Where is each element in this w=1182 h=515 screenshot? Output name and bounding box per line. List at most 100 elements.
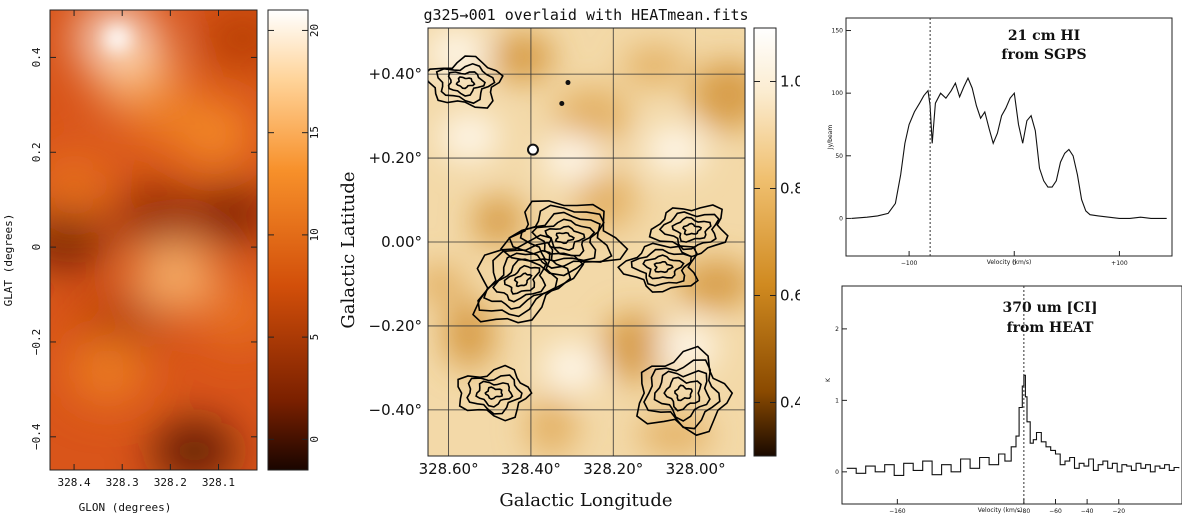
continuum-map-panel: 328.4 328.3 328.2 328.1 0.4 0.2 0 −0.2 −0.4 GLON… (2, 9, 320, 514)
y-tick-label: 0.4 (30, 47, 43, 67)
colorbar-tick-label: 10 (308, 228, 320, 241)
contour-line (513, 272, 533, 288)
colorbar-tick-label: 15 (308, 126, 320, 139)
contour-line (503, 264, 541, 295)
bright-region (50, 151, 115, 220)
spectrum-line (851, 76, 1167, 219)
contour-line (658, 211, 720, 251)
x-tick-label: 328.1 (202, 476, 235, 489)
emission-region (601, 311, 666, 382)
y-tick-label: +0.40° (369, 65, 422, 83)
emission-region (490, 32, 555, 83)
map-frame (49, 9, 258, 471)
y-tick-label: 1 (835, 397, 839, 404)
x-tick-label: 328.3 (106, 476, 139, 489)
contour-line (475, 380, 514, 408)
overlay-heatmap (428, 28, 745, 456)
dark-region (200, 10, 257, 69)
emission-region (678, 258, 745, 309)
contour-line (636, 345, 734, 437)
point-source (559, 101, 565, 107)
contour-line (499, 200, 629, 277)
x-tick-label: −60 (1049, 508, 1062, 515)
emission-region (637, 415, 714, 456)
contour-line (435, 62, 496, 105)
bright-region (120, 75, 201, 144)
x-tick-label: 328.60° (419, 460, 479, 478)
low-emission-region (439, 113, 500, 162)
ci-spectrum-panel: −160 −80 −60 −40 −20 0 1 2 370 um [CI] from HEA… (825, 285, 1182, 515)
colorbar-tick-label: 0.80 (780, 180, 800, 198)
dark-region (190, 183, 257, 244)
y-tick-label: −0.2 (30, 329, 43, 356)
continuum-heatmap (50, 10, 257, 470)
y-tick-label: 0 (835, 469, 839, 476)
overlay-map-title: g325→001 overlaid with HEATmean.fits (423, 6, 748, 24)
contour-line (428, 55, 504, 109)
ci-title-line1: 370 um [CI] (1003, 300, 1098, 316)
y-tick-label: 150 (832, 28, 844, 35)
contour-line (484, 386, 504, 400)
contour-line (630, 248, 693, 287)
colorbar-tick-label: 0.60 (780, 287, 800, 305)
x-tick-label: −20 (1112, 508, 1125, 515)
dark-region (50, 207, 107, 268)
low-emission-region (645, 125, 706, 174)
colorbar-tick-label: 5 (308, 334, 320, 341)
emission-region (471, 196, 524, 247)
point-source (565, 80, 571, 86)
ci-x-axis-label: Velocity (km/s) (978, 507, 1023, 514)
x-tick-label: 328.20° (583, 460, 643, 478)
bright-region (135, 241, 216, 310)
y-tick-label: 0.00° (381, 233, 422, 251)
bright-region (67, 336, 148, 405)
low-emission-region (428, 29, 487, 78)
y-tick-label: 100 (832, 90, 844, 97)
emission-region (428, 263, 467, 304)
x-tick-label: 328.00° (666, 460, 726, 478)
hi-y-axis-label: Jy/beam (827, 125, 834, 151)
dark-region (152, 421, 237, 470)
colorbar-tick-label: 0 (308, 436, 320, 443)
colorbar-tick-label: 20 (308, 24, 320, 37)
contour-line (674, 384, 693, 402)
y-axis-label: GLAT (degrees) (2, 214, 15, 307)
y-tick-label: 50 (835, 153, 843, 160)
x-axis-label: GLON (degrees) (79, 501, 172, 514)
x-tick-label: 328.2 (154, 476, 187, 489)
bright-region (197, 279, 257, 348)
low-emission-region (542, 343, 603, 392)
brightest-source (105, 26, 130, 51)
hi-title-line2: from SGPS (1001, 47, 1086, 63)
colorbar-tick-label: 0.40 (780, 394, 800, 412)
x-tick-label: −80 (1018, 508, 1031, 515)
contour-line (457, 364, 533, 422)
hi-title-line1: 21 cm HI (1008, 28, 1080, 44)
ci-plot-frame (841, 285, 1182, 505)
contour-line (492, 258, 548, 303)
contour-line (648, 204, 729, 258)
contour-line (544, 225, 586, 251)
spectrum-line (846, 374, 1180, 476)
overlay-colorbar (753, 27, 777, 457)
contour-line (643, 359, 721, 430)
y-tick-label: 0 (30, 244, 43, 251)
y-tick-label: 0.2 (30, 142, 43, 162)
contour-line (472, 234, 585, 324)
contour-line (477, 241, 572, 318)
contour-line (642, 254, 685, 280)
emission-region (443, 299, 496, 370)
contour-line (554, 231, 575, 245)
contour-line (531, 218, 596, 257)
ci-title-line2: from HEAT (1007, 320, 1094, 336)
galactic-latitude-label: Galactic Latitude (338, 171, 359, 328)
y-tick-label: −0.20° (369, 317, 422, 335)
emission-region (573, 170, 638, 231)
x-tick-label: 0 (1012, 260, 1016, 267)
contour-line (653, 369, 711, 422)
hi-spectrum-panel: −100 0 +100 0 50 100 150 21 cm HI from SGPS Ve… (827, 17, 1173, 267)
y-tick-label: −0.4 (30, 423, 43, 450)
emission-region (690, 60, 745, 131)
emission-region (525, 396, 578, 456)
contour-line (671, 216, 712, 243)
